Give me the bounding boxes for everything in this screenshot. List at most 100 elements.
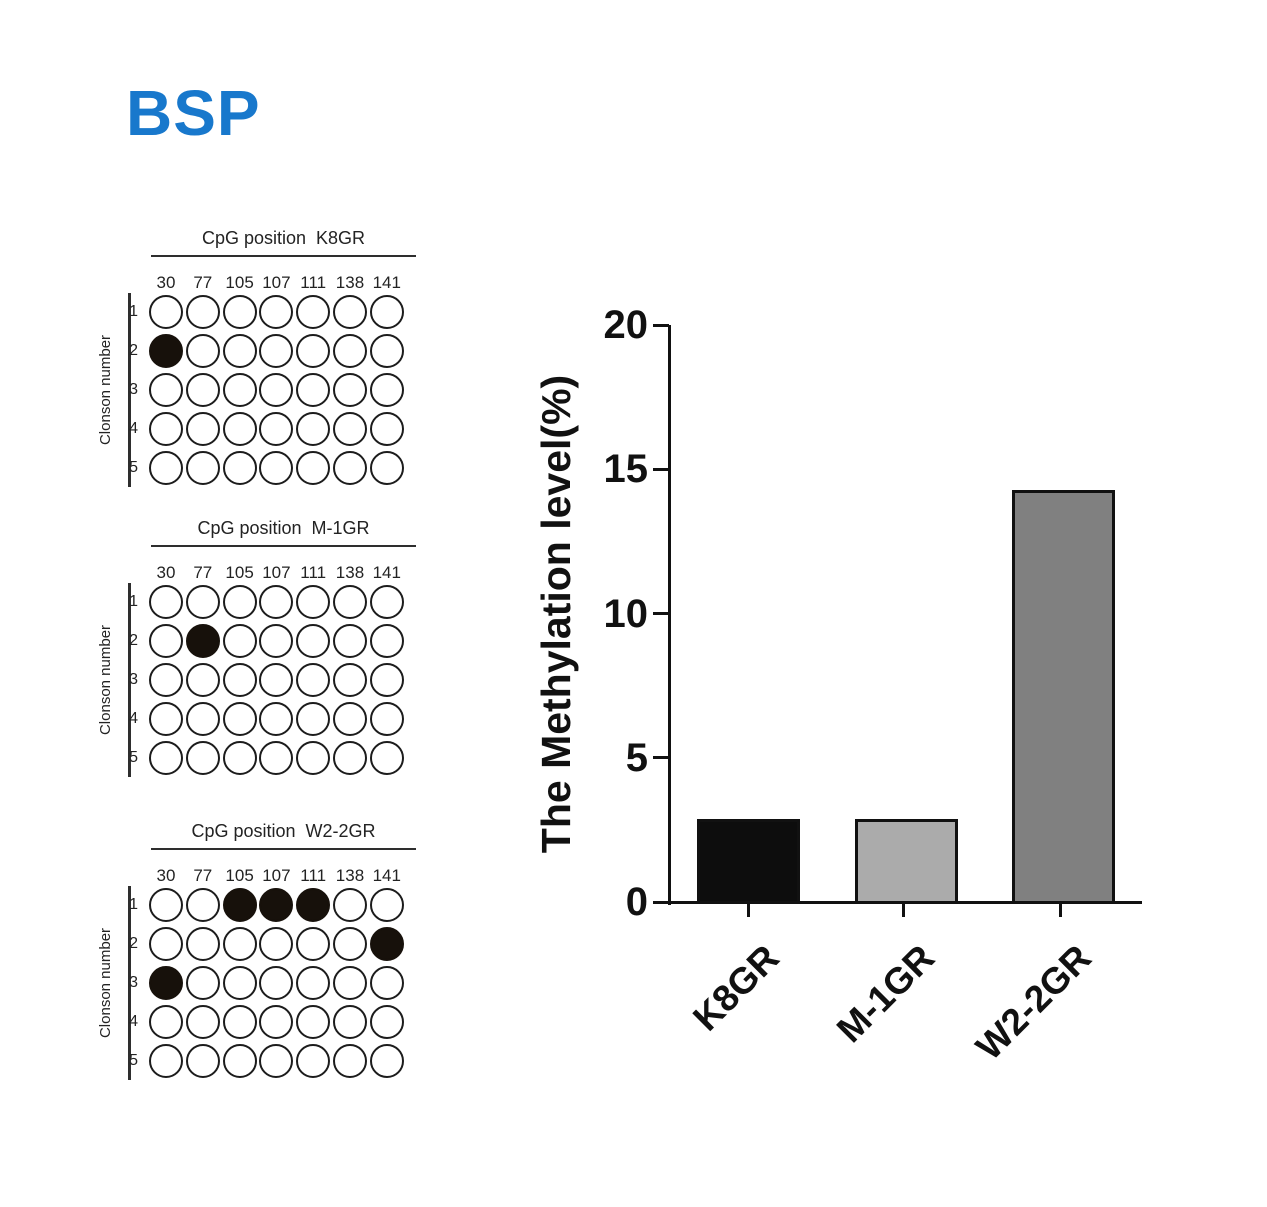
cpg-position-label: 141 <box>372 563 401 582</box>
cpg-circle-row <box>149 624 404 658</box>
clone-row: 3 <box>90 966 404 1000</box>
cpg-circle-unmethylated <box>259 585 294 619</box>
cpg-circle-unmethylated <box>222 966 257 1000</box>
clone-number: 4 <box>129 1013 138 1030</box>
clone-row: 4 <box>90 1005 404 1039</box>
cpg-circle-unmethylated <box>149 412 183 446</box>
clone-number-axis-label: Clonson number <box>97 334 114 446</box>
clone-number: 5 <box>129 459 138 476</box>
cpg-circle-unmethylated <box>222 373 257 407</box>
cpg-circle-unmethylated <box>149 927 183 961</box>
cpg-position-label: 77 <box>193 563 213 582</box>
cpg-circle-unmethylated <box>222 334 257 368</box>
bar-k8gr <box>697 819 800 904</box>
cpg-circle-unmethylated <box>259 663 294 697</box>
cpg-circle-unmethylated <box>259 927 294 961</box>
clone-row: 4 <box>90 702 404 736</box>
x-category-label: K8GR <box>685 937 787 1039</box>
y-axis-line <box>668 325 671 905</box>
cpg-circle-unmethylated <box>332 373 367 407</box>
y-tick <box>653 612 669 615</box>
panel-title-underline <box>151 545 416 547</box>
panel-title-prefix: CpG position <box>191 821 296 841</box>
cpg-panel-k8gr: CpG position K8GR 30 77 105 107 111 138 141 1 2 3… <box>90 228 435 500</box>
cpg-circle-row <box>149 663 404 697</box>
cpg-circle-unmethylated <box>259 451 294 485</box>
cpg-circle-unmethylated <box>185 373 220 407</box>
cpg-circle-unmethylated <box>185 1005 220 1039</box>
cpg-circle-unmethylated <box>369 451 404 485</box>
cpg-circle-unmethylated <box>149 741 183 775</box>
cpg-circle-methylated <box>259 888 294 922</box>
cpg-position-label: 107 <box>262 273 291 292</box>
x-tick <box>746 904 750 917</box>
cpg-circle-unmethylated <box>185 927 220 961</box>
cpg-position-label: 30 <box>156 866 176 885</box>
cpg-circle-unmethylated <box>259 1005 294 1039</box>
cpg-circle-unmethylated <box>296 295 331 329</box>
cpg-circle-unmethylated <box>185 412 220 446</box>
x-tick <box>1058 904 1062 917</box>
cpg-circle-unmethylated <box>369 741 404 775</box>
panel-title-prefix: CpG position <box>201 228 307 248</box>
clone-number: 2 <box>129 342 138 359</box>
y-tick <box>653 900 669 904</box>
cpg-position-label: 105 <box>225 866 254 885</box>
cpg-circle-row <box>149 966 404 1000</box>
cpg-position-label: 107 <box>262 866 291 885</box>
cpg-circle-unmethylated <box>332 295 367 329</box>
cpg-circle-row <box>149 585 404 619</box>
figure-title: BSP <box>126 77 261 149</box>
cpg-circle-unmethylated <box>185 702 220 736</box>
clone-number: 5 <box>129 1052 138 1069</box>
cpg-circle-unmethylated <box>369 334 404 368</box>
cpg-circle-unmethylated <box>185 888 220 922</box>
panel-sample-name: M-1GR <box>311 518 370 538</box>
clone-row: 1 <box>90 888 404 922</box>
cpg-position-label: 138 <box>335 563 365 582</box>
clone-row: 2 <box>90 927 404 961</box>
cpg-circle-unmethylated <box>222 451 257 485</box>
cpg-circle-unmethylated <box>369 702 404 736</box>
cpg-position-label: 30 <box>156 563 176 582</box>
clone-row: 2 <box>90 624 404 658</box>
cpg-circle-unmethylated <box>332 966 367 1000</box>
cpg-circle-methylated <box>296 888 331 922</box>
cpg-position-label: 111 <box>300 563 327 582</box>
cpg-circle-unmethylated <box>296 1044 331 1078</box>
cpg-circle-row <box>149 373 404 407</box>
cpg-circle-unmethylated <box>332 451 367 485</box>
cpg-circle-row <box>149 888 404 922</box>
cpg-circle-unmethylated <box>259 624 294 658</box>
cpg-circle-row <box>149 412 404 446</box>
clone-row: 1 <box>90 585 404 619</box>
cpg-circle-unmethylated <box>369 663 404 697</box>
cpg-circle-unmethylated <box>222 927 257 961</box>
cpg-circle-unmethylated <box>296 702 331 736</box>
cpg-position-label: 30 <box>156 273 176 292</box>
clone-number: 4 <box>129 710 138 727</box>
y-tick-label: 0 <box>625 880 648 924</box>
cpg-circle-unmethylated <box>149 702 183 736</box>
cpg-circle-row <box>149 927 404 961</box>
cpg-circle-unmethylated <box>222 295 257 329</box>
cpg-circle-unmethylated <box>369 624 404 658</box>
cpg-circle-unmethylated <box>296 373 331 407</box>
cpg-circle-unmethylated <box>296 585 331 619</box>
clone-rows: 1 2 3 4 5 <box>90 888 404 1083</box>
cpg-circle-unmethylated <box>185 585 220 619</box>
cpg-circle-methylated <box>185 624 220 658</box>
cpg-circle-unmethylated <box>259 295 294 329</box>
cpg-circle-methylated <box>149 966 183 1000</box>
clone-axis-line <box>128 583 131 777</box>
clone-number: 3 <box>129 671 138 688</box>
bar-w2-2gr <box>1012 489 1115 904</box>
panel-title-underline <box>151 848 416 850</box>
cpg-position-header-row: 30 77 105 107 111 138 141 <box>149 866 404 886</box>
cpg-circle-unmethylated <box>222 741 257 775</box>
y-tick-label: 5 <box>625 735 648 780</box>
cpg-circle-unmethylated <box>222 585 257 619</box>
cpg-circle-methylated <box>369 927 404 961</box>
cpg-circle-unmethylated <box>259 412 294 446</box>
cpg-circle-unmethylated <box>259 373 294 407</box>
